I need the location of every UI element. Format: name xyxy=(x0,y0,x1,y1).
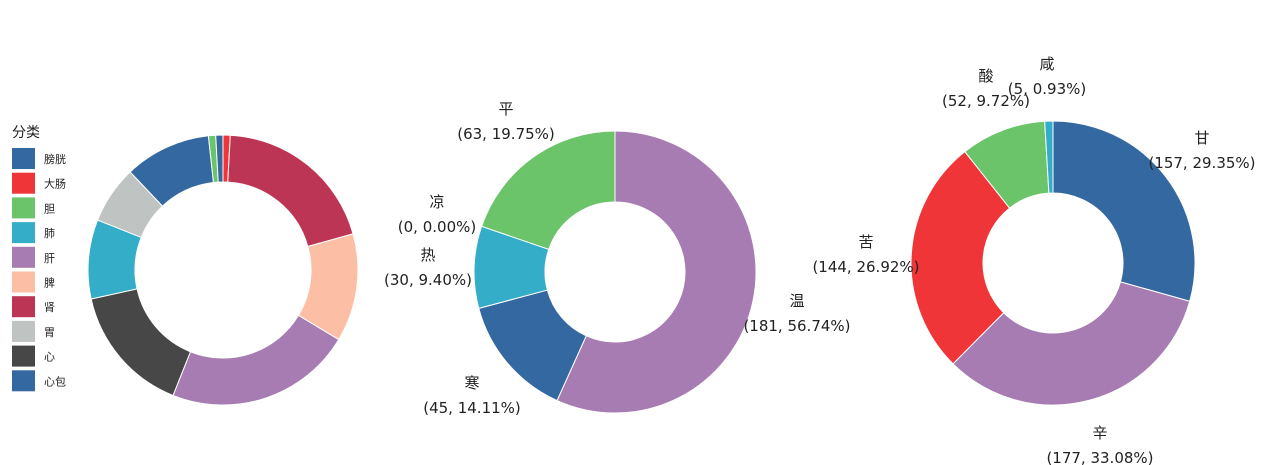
legend-label: 脾 xyxy=(44,276,55,290)
legend-label: 心包 xyxy=(44,375,66,388)
slice-value-label: (144, 26.92%) xyxy=(812,258,919,276)
slice-name-label: 凉 xyxy=(429,193,444,211)
donut-chart-organs xyxy=(87,134,359,406)
slice-name-label: 平 xyxy=(498,100,513,118)
slice-name-label: 温 xyxy=(789,292,804,310)
legend-label: 膀胱 xyxy=(44,152,66,166)
legend-title: 分类 xyxy=(12,125,40,141)
slice-value-label: (45, 14.11%) xyxy=(423,399,521,417)
slice-value-label: (5, 0.93%) xyxy=(1008,80,1086,98)
slice-name-label: 苦 xyxy=(858,233,873,251)
slice-肾 xyxy=(227,134,354,248)
slice-name-label: 酸 xyxy=(978,67,993,85)
donut-chart-flavor: 甘 (157, 29.35%) 辛 (177, 33.08%) 苦 (144, 26.92… xyxy=(812,55,1255,465)
legend-label: 胆 xyxy=(44,202,55,215)
legend-swatch xyxy=(12,345,35,367)
slice-肝 xyxy=(172,314,340,406)
legend-label: 胃 xyxy=(44,326,55,339)
slice-value-label: (181, 56.74%) xyxy=(743,317,850,335)
legend-label: 肺 xyxy=(44,227,55,240)
slice-name-label: 寒 xyxy=(464,374,479,392)
legend-swatch xyxy=(12,296,35,318)
legend-swatch xyxy=(12,172,35,194)
legend-label: 大肠 xyxy=(44,177,66,191)
legend-label: 心 xyxy=(44,351,55,364)
legend-swatch xyxy=(12,148,35,169)
slice-甘 xyxy=(1052,120,1196,302)
legend-swatch xyxy=(12,370,35,392)
slice-name-label: 辛 xyxy=(1092,424,1107,442)
slice-value-label: (177, 33.08%) xyxy=(1046,449,1153,465)
slice-辛 xyxy=(952,281,1191,406)
legend-label: 肝 xyxy=(44,252,55,265)
slice-苦 xyxy=(910,150,1011,365)
slice-value-label: (63, 19.75%) xyxy=(457,125,555,143)
legend-swatch xyxy=(12,197,35,219)
slice-心 xyxy=(90,288,192,397)
slice-name-label: 热 xyxy=(420,246,435,264)
slice-name-label: 咸 xyxy=(1039,55,1054,73)
slice-咸 xyxy=(1044,120,1054,194)
slice-name-label: 甘 xyxy=(1194,129,1209,147)
slice-value-label: (0, 0.00%) xyxy=(398,218,476,236)
legend-label: 肾 xyxy=(44,301,55,314)
legend-swatch xyxy=(12,222,35,244)
slice-value-label: (157, 29.35%) xyxy=(1148,154,1255,172)
donut-chart-nature: 温 (181, 56.74%) 寒 (45, 14.11%) 热 (30, 9.40%) 凉… xyxy=(384,100,851,417)
slice-心包 xyxy=(215,134,224,183)
legend-swatch xyxy=(12,320,35,342)
legend-swatch xyxy=(12,271,35,293)
legend-swatch xyxy=(12,246,35,268)
slice-温 xyxy=(556,130,757,414)
slice-value-label: (52, 9.72%) xyxy=(942,92,1030,110)
slice-平 xyxy=(480,130,616,250)
slice-value-label: (30, 9.40%) xyxy=(384,271,472,289)
